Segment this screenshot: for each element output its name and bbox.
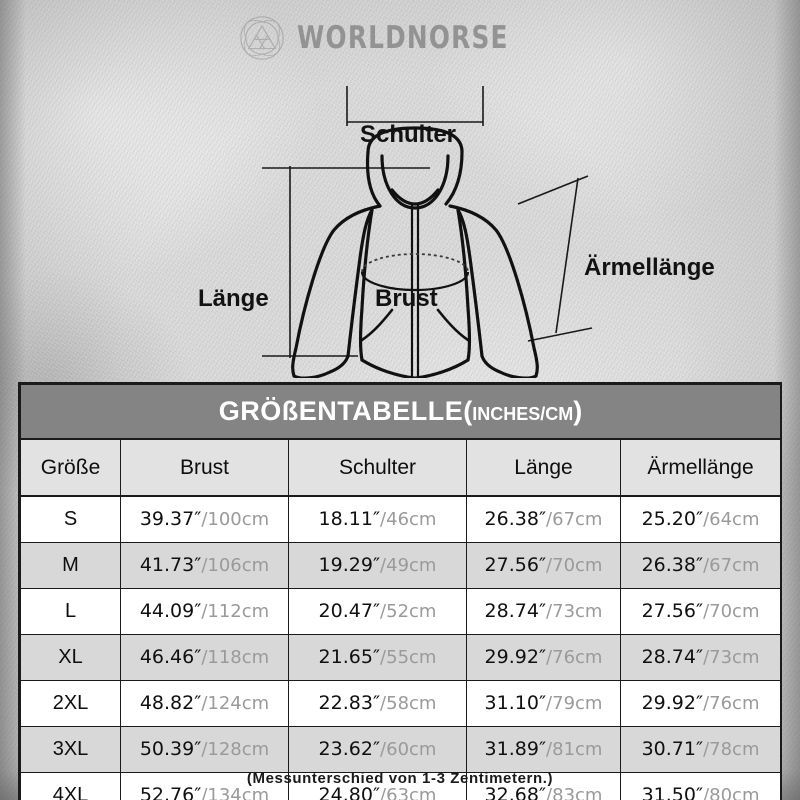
table-row: L 44.09″/112cm 20.47″/52cm 28.74″/73cm 2… [20, 587, 782, 635]
cell-shoulder: 18.11″/46cm [288, 495, 467, 543]
chest-measure-ellipse [360, 253, 470, 292]
cell-sleeve: 30.71″/78cm [619, 725, 782, 773]
table-row: M 41.73″/106cm 19.29″/49cm 27.56″/70cm 2… [20, 541, 782, 589]
table-row: 3XL 50.39″/128cm 23.62″/60cm 31.89″/81cm… [20, 725, 782, 773]
cell-length: 32.68″/83cm [466, 771, 621, 800]
cell-size: 4XL [20, 771, 121, 800]
cell-sleeve: 27.56″/70cm [619, 587, 782, 635]
cell-chest: 41.73″/106cm [120, 541, 289, 589]
table-row: 2XL 48.82″/124cm 22.83″/58cm 31.10″/79cm… [20, 679, 782, 727]
cell-length: 27.56″/70cm [466, 541, 621, 589]
valknut-knotwork-circle-icon [239, 16, 284, 60]
table-title-close-paren: ) [573, 396, 583, 426]
cell-chest: 44.09″/112cm [120, 587, 289, 635]
cell-sleeve: 25.20″/64cm [619, 495, 782, 543]
brand-name: WORLDNORSE [296, 20, 509, 56]
cell-chest: 48.82″/124cm [120, 679, 289, 727]
table-title-row: GRÖßENTABELLE(INCHES/CM) [19, 384, 782, 440]
column-header-laenge: Länge [466, 438, 621, 497]
cell-shoulder: 21.65″/55cm [288, 633, 467, 681]
column-header-brust: Brust [120, 438, 289, 497]
label-laenge: Länge [198, 285, 269, 312]
cell-size: M [20, 541, 121, 589]
sleeve-measure-line [517, 175, 593, 342]
shoulder-measure-line [346, 86, 484, 126]
cell-size: S [20, 495, 121, 543]
garment-diagram: Schulter Länge Brust Ärmellänge [0, 58, 800, 378]
brand-header: WORLDNORSE [0, 12, 800, 64]
cell-sleeve: 31.50″/80cm [619, 771, 782, 800]
table-row: XL 46.46″/118cm 21.65″/55cm 29.92″/76cm … [20, 633, 782, 681]
cell-sleeve: 26.38″/67cm [619, 541, 782, 589]
cell-size: XL [20, 633, 121, 681]
table-title-open-paren: ( [463, 396, 473, 426]
cell-sleeve: 29.92″/76cm [619, 679, 782, 727]
column-header-groesse: Größe [20, 438, 121, 497]
jacket-illustration [262, 86, 593, 378]
cell-chest: 46.46″/118cm [120, 633, 289, 681]
pocket-lines [360, 308, 470, 342]
table-title-units: INCHES/CM [472, 404, 574, 424]
cell-shoulder: 24.80″/63cm [288, 771, 467, 800]
cell-shoulder: 19.29″/49cm [288, 541, 467, 589]
cell-sleeve: 28.74″/73cm [619, 633, 782, 681]
cell-size: 3XL [20, 725, 121, 773]
table-row: 4XL 52.76″/134cm 24.80″/63cm 32.68″/83cm… [20, 771, 782, 800]
cell-shoulder: 22.83″/58cm [288, 679, 467, 727]
cell-length: 31.10″/79cm [466, 679, 621, 727]
cell-size: L [20, 587, 121, 635]
label-schulter: Schulter [360, 121, 457, 148]
column-header-schulter: Schulter [288, 438, 467, 497]
cell-length: 31.89″/81cm [466, 725, 621, 773]
size-table: GRÖßENTABELLE(INCHES/CM) Größe Brust Sch… [19, 384, 782, 800]
measurement-footnote: (Messunterschied von 1-3 Zentimetern.) [246, 770, 554, 787]
size-table-container: GRÖßENTABELLE(INCHES/CM) Größe Brust Sch… [18, 382, 782, 800]
table-title: GRÖßENTABELLE(INCHES/CM) [19, 384, 782, 440]
table-header-row: Größe Brust Schulter Länge Ärmellänge [20, 438, 782, 497]
cell-length: 26.38″/67cm [466, 495, 621, 543]
cell-shoulder: 20.47″/52cm [288, 587, 467, 635]
cell-length: 28.74″/73cm [466, 587, 621, 635]
table-title-main: GRÖßENTABELLE [218, 396, 464, 426]
column-header-aermellaenge: Ärmellänge [619, 438, 782, 497]
cell-shoulder: 23.62″/60cm [288, 725, 467, 773]
cell-chest: 50.39″/128cm [120, 725, 289, 773]
cell-size: 2XL [20, 679, 121, 727]
hooded-zip-jacket-outline-icon [291, 126, 539, 378]
length-measure-line [262, 166, 430, 358]
label-brust: Brust [375, 285, 438, 312]
label-aermellaenge: Ärmellänge [584, 254, 715, 281]
cell-chest: 52.76″/134cm [120, 771, 289, 800]
cell-chest: 39.37″/100cm [120, 495, 289, 543]
table-row: S 39.37″/100cm 18.11″/46cm 26.38″/67cm 2… [20, 495, 782, 543]
cell-length: 29.92″/76cm [466, 633, 621, 681]
